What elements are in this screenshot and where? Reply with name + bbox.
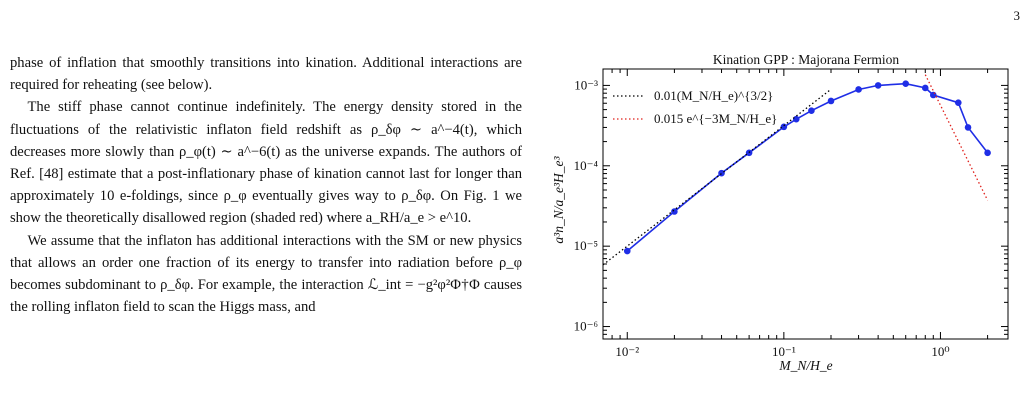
data-point <box>671 208 678 215</box>
series-line-2 <box>924 74 989 201</box>
data-point <box>718 169 725 177</box>
data-point <box>874 82 882 89</box>
plot-frame <box>602 68 1009 340</box>
data-point <box>827 97 835 105</box>
data-point <box>623 247 631 255</box>
legend-label-power-law: 0.01(M_N/H_e)^{3/2} <box>654 88 773 103</box>
figure-kination-gpp: Kination GPP : Majorana Fermion 10⁻² 10⁻¹… <box>548 40 1018 380</box>
data-point <box>808 107 815 114</box>
data-point <box>929 91 937 99</box>
x-tick-label: 10⁻² <box>615 344 639 359</box>
data-point <box>855 86 862 93</box>
paragraph-2: The stiff phase cannot continue indefini… <box>10 99 522 227</box>
legend: 0.01(M_N/H_e)^{3/2} 0.015 e^{−3M_N/H_e} <box>613 88 777 126</box>
y-tick-label: 10⁻⁶ <box>574 319 598 334</box>
paragraph-1: phase of inflation that smoothly transit… <box>10 55 522 94</box>
data-point <box>984 149 991 157</box>
chart-title: Kination GPP : Majorana Fermion <box>713 52 899 67</box>
x-axis-label: M_N/H_e <box>778 358 832 373</box>
x-tick-label: 10⁻¹ <box>772 344 796 359</box>
series-group <box>602 74 991 266</box>
x-tick-label: 10⁰ <box>931 344 949 359</box>
y-tick-label: 10⁻⁴ <box>574 158 599 173</box>
page-number: 3 <box>1013 8 1021 23</box>
y-axis-label: a³n_N/a_e³H_e³ <box>551 155 566 243</box>
data-point <box>902 80 910 88</box>
series-line-0 <box>626 82 989 252</box>
data-point <box>964 124 972 131</box>
data-point <box>921 84 929 92</box>
y-tick-label: 10⁻⁵ <box>574 238 598 253</box>
data-point <box>954 99 962 106</box>
paragraph-3: We assume that the inflaton has addition… <box>10 232 522 316</box>
body-text-column: phase of inflation that smoothly transit… <box>10 52 522 318</box>
legend-label-exponential: 0.015 e^{−3M_N/H_e} <box>654 111 777 126</box>
y-tick-label: 10⁻³ <box>574 77 598 92</box>
axis-ticks: 10⁻² 10⁻¹ 10⁰ 10⁻³ 10⁻⁴ 10⁻⁵ 10⁻⁶ <box>574 69 1008 359</box>
chart-svg: Kination GPP : Majorana Fermion 10⁻² 10⁻¹… <box>551 52 1009 373</box>
data-point <box>792 115 800 123</box>
data-point <box>780 123 788 131</box>
